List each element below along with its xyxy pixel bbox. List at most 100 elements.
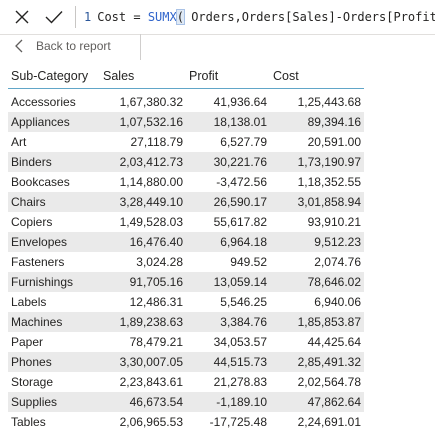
cell-sub-category[interactable]: Machines xyxy=(8,312,100,332)
cell-sub-category[interactable]: Copiers xyxy=(11,215,53,229)
cell-cost[interactable]: 9,512.23 xyxy=(270,232,364,252)
dax-formula-editor[interactable]: 1 Cost = SUMX( Orders,Orders[Sales]-Order… xyxy=(84,9,435,25)
cell-sub-category[interactable]: Fasteners xyxy=(11,255,65,269)
back-bar: Back to report xyxy=(0,34,141,60)
cell-sub-category[interactable]: Storage xyxy=(11,375,54,389)
table-row: Chairs 3,28,449.10 26,590.17 3,01,858.94 xyxy=(8,192,364,212)
table-row: Machines 1,89,238.63 3,384.76 1,85,853.87 xyxy=(8,312,364,332)
cell-cost[interactable]: 1,25,443.68 xyxy=(297,95,361,109)
cell-cost[interactable]: 78,646.02 xyxy=(270,272,364,292)
cell-cost[interactable]: 44,425.64 xyxy=(307,335,361,349)
cell-sales[interactable]: 1,49,528.03 xyxy=(119,215,183,229)
cell-sub-category[interactable]: Tables xyxy=(11,415,46,429)
data-table-view: Sub-Category Sales Profit Cost Accessori… xyxy=(8,64,364,432)
cell-profit[interactable]: 5,546.25 xyxy=(220,295,267,309)
measure-name: Cost xyxy=(97,10,127,24)
cell-sales[interactable]: 3,30,007.05 xyxy=(100,352,186,372)
cell-profit[interactable]: 26,590.17 xyxy=(186,192,270,212)
cell-cost[interactable]: 89,394.16 xyxy=(270,112,364,132)
cell-profit[interactable]: 41,936.64 xyxy=(213,95,267,109)
cell-sales[interactable]: 2,06,965.53 xyxy=(119,415,183,429)
cell-sub-category[interactable]: Envelopes xyxy=(8,232,100,252)
commit-button[interactable] xyxy=(40,4,68,30)
cell-sub-category[interactable]: Supplies xyxy=(8,392,100,412)
function-name: SUMX xyxy=(147,10,177,24)
cell-cost[interactable]: 1,18,352.55 xyxy=(297,175,361,189)
chevron-left-icon xyxy=(15,39,23,53)
cell-sales[interactable]: 78,479.21 xyxy=(129,335,183,349)
table-row: Copiers 1,49,528.03 55,617.82 93,910.21 xyxy=(8,212,364,232)
table-row: Storage 2,23,843.61 21,278.83 2,02,564.78 xyxy=(8,372,364,392)
table-row: Furnishings 91,705.16 13,059.14 78,646.02 xyxy=(8,272,364,292)
cell-profit[interactable]: 18,138.01 xyxy=(186,112,270,132)
cell-profit[interactable]: 13,059.14 xyxy=(186,272,270,292)
cell-profit[interactable]: -17,725.48 xyxy=(209,415,267,429)
cell-cost[interactable]: 1,85,853.87 xyxy=(270,312,364,332)
cell-cost[interactable]: 6,940.06 xyxy=(314,295,361,309)
cell-cost[interactable]: 93,910.21 xyxy=(307,215,361,229)
table-row: Envelopes 16,476.40 6,964.18 9,512.23 xyxy=(8,232,364,252)
cell-sub-category[interactable]: Appliances xyxy=(8,112,100,132)
formula-bar: 1 Cost = SUMX( Orders,Orders[Sales]-Order… xyxy=(0,0,435,35)
cell-cost[interactable]: 20,591.00 xyxy=(307,135,361,149)
cell-profit[interactable]: 30,221.76 xyxy=(186,152,270,172)
cell-sub-category[interactable]: Art xyxy=(11,135,27,149)
cell-sales[interactable]: 1,67,380.32 xyxy=(119,95,183,109)
table-row: Binders 2,03,412.73 30,221.76 1,73,190.97 xyxy=(8,152,364,172)
back-to-report-link[interactable]: Back to report xyxy=(14,34,111,58)
cell-sales[interactable]: 3,024.28 xyxy=(136,255,183,269)
cell-sub-category[interactable]: Chairs xyxy=(8,192,100,212)
cell-profit[interactable]: 949.52 xyxy=(230,255,267,269)
column-header-sub-category[interactable]: Sub-Category xyxy=(8,64,100,89)
checkmark-icon xyxy=(45,11,63,24)
cell-sub-category[interactable]: Phones xyxy=(8,352,100,372)
cell-profit[interactable]: 3,384.76 xyxy=(186,312,270,332)
cell-sub-category[interactable]: Accessories xyxy=(11,95,76,109)
cell-sales[interactable]: 2,23,843.61 xyxy=(119,375,183,389)
table-row: Paper 78,479.21 34,053.57 44,425.64 xyxy=(8,332,364,352)
cell-sub-category[interactable]: Binders xyxy=(8,152,100,172)
table-row: Bookcases 1,14,880.00 -3,472.56 1,18,352.55 xyxy=(8,172,364,192)
cell-profit[interactable]: 21,278.83 xyxy=(213,375,267,389)
cell-profit[interactable]: 44,515.73 xyxy=(186,352,270,372)
cell-cost[interactable]: 2,02,564.78 xyxy=(297,375,361,389)
close-icon xyxy=(15,10,29,24)
cell-sub-category[interactable]: Furnishings xyxy=(8,272,100,292)
cell-cost[interactable]: 1,73,190.97 xyxy=(270,152,364,172)
cell-profit[interactable]: 55,617.82 xyxy=(213,215,267,229)
column-header-cost[interactable]: Cost xyxy=(270,64,364,89)
table-row: Supplies 46,673.54 -1,189.10 47,862.64 xyxy=(8,392,364,412)
cell-sales[interactable]: 16,476.40 xyxy=(100,232,186,252)
cell-sales[interactable]: 27,118.79 xyxy=(130,135,184,149)
column-header-sales[interactable]: Sales xyxy=(100,64,186,89)
cell-sub-category[interactable]: Bookcases xyxy=(11,175,70,189)
cell-sub-category[interactable]: Paper xyxy=(11,335,44,349)
header-row: Sub-Category Sales Profit Cost xyxy=(8,64,364,89)
data-table: Sub-Category Sales Profit Cost Accessori… xyxy=(8,64,364,432)
column-header-profit[interactable]: Profit xyxy=(186,64,270,89)
cancel-button[interactable] xyxy=(8,4,36,30)
cell-profit[interactable]: 6,527.79 xyxy=(220,135,267,149)
table-body: Accessories 1,67,380.32 41,936.64 1,25,443.… xyxy=(8,89,364,432)
cell-cost[interactable]: 2,85,491.32 xyxy=(270,352,364,372)
cell-cost[interactable]: 2,24,691.01 xyxy=(297,415,361,429)
formula-divider xyxy=(75,6,76,28)
cell-sales[interactable]: 91,705.16 xyxy=(100,272,186,292)
table-row: Fasteners 3,024.28 949.52 2,074.76 xyxy=(8,252,364,272)
cell-sales[interactable]: 1,89,238.63 xyxy=(100,312,186,332)
cell-cost[interactable]: 47,862.64 xyxy=(270,392,364,412)
cell-profit[interactable]: 34,053.57 xyxy=(213,335,267,349)
cell-sales[interactable]: 46,673.54 xyxy=(100,392,186,412)
cell-profit[interactable]: -1,189.10 xyxy=(186,392,270,412)
cell-sales[interactable]: 3,28,449.10 xyxy=(100,192,186,212)
cell-cost[interactable]: 3,01,858.94 xyxy=(270,192,364,212)
cell-sales[interactable]: 2,03,412.73 xyxy=(100,152,186,172)
cell-sales[interactable]: 1,14,880.00 xyxy=(119,175,183,189)
cell-sales[interactable]: 12,486.31 xyxy=(129,295,183,309)
table-row: Accessories 1,67,380.32 41,936.64 1,25,443.… xyxy=(8,89,364,113)
cell-profit[interactable]: -3,472.56 xyxy=(216,175,267,189)
cell-profit[interactable]: 6,964.18 xyxy=(186,232,270,252)
cell-sales[interactable]: 1,07,532.16 xyxy=(100,112,186,132)
cell-cost[interactable]: 2,074.76 xyxy=(314,255,361,269)
cell-sub-category[interactable]: Labels xyxy=(11,295,47,309)
